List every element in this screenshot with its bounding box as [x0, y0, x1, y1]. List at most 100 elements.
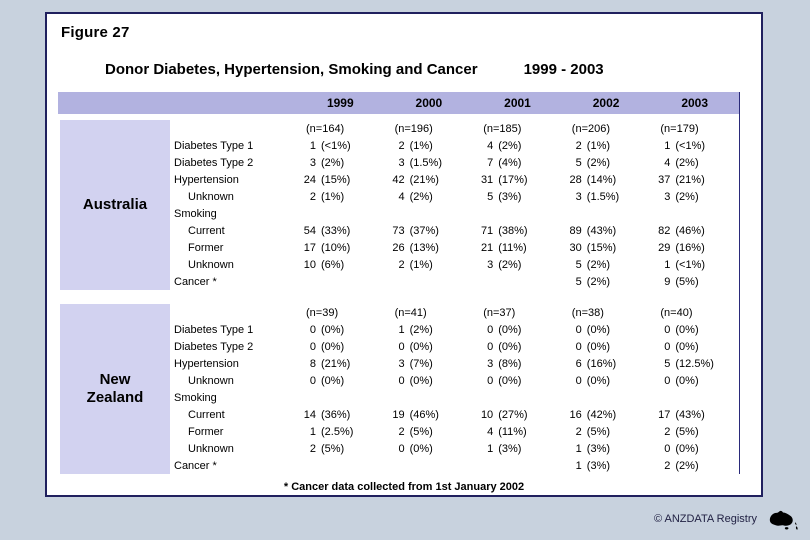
- value-cell: 3 (2%): [487, 258, 522, 271]
- value-cell: 3 (7%): [398, 357, 433, 370]
- year-header: 2000: [415, 96, 443, 110]
- value-cell: 9 (5%): [664, 275, 699, 288]
- value-cell: 5 (2%): [575, 258, 611, 271]
- value-cell: 5 (2%): [575, 275, 611, 288]
- value-cell: 17 (10%): [303, 241, 351, 254]
- value-cell: 7 (4%): [487, 156, 522, 169]
- n-value-cell: (n=38): [571, 306, 604, 319]
- value-cell: 16 (42%): [569, 408, 617, 421]
- value-cell: 0 (0%): [309, 340, 345, 353]
- table-row: Hypertension 8 (21%) 3 (7%) 3 (8%) 6 (16%) 5 (12.5…: [170, 355, 739, 372]
- value-cell: 1 (<1%): [309, 139, 351, 152]
- section-rows: (n=164) (n=196) (n=185) (n=206) (n=179) Diabe…: [170, 120, 739, 290]
- value-cell: 4 (2%): [664, 156, 699, 169]
- value-cell: 1 (3%): [487, 442, 522, 455]
- n-value-cell: (n=185): [483, 122, 522, 135]
- value-cell: 89 (43%): [569, 224, 617, 237]
- year-header: 2003: [681, 96, 709, 110]
- region-label-panel: New Zealand: [60, 304, 170, 474]
- value-cell: 2 (1%): [398, 258, 433, 271]
- value-cell: 26 (13%): [392, 241, 439, 254]
- value-cell: 6 (16%): [575, 357, 617, 370]
- region-section: New Zealand (n=39) (n=41) (n=37) (n=38) (n=40…: [58, 304, 739, 474]
- value-cell: 8 (21%): [309, 357, 351, 370]
- row-label: Diabetes Type 2: [174, 340, 254, 353]
- table-row: Diabetes Type 2 3 (2%) 3 (1.5%) 7 (4%) 5 (2%) 4 (2…: [170, 154, 739, 171]
- table-row: Former 17 (10%) 26 (13%) 21 (11%) 30 (15%) 29 (16%…: [170, 239, 739, 256]
- copyright-text: © ANZDATA Registry: [653, 513, 757, 525]
- value-cell: 10 (6%): [303, 258, 345, 271]
- value-cell: 2 (1%): [575, 139, 611, 152]
- value-cell: 4 (11%): [487, 425, 527, 438]
- value-cell: 1 (<1%): [664, 139, 706, 152]
- table-row: Current 14 (36%) 19 (46%) 10 (27%) 16 (42%) 17 (43…: [170, 406, 739, 423]
- value-cell: 0 (0%): [575, 374, 611, 387]
- value-cell: 2 (5%): [398, 425, 433, 438]
- region-label-panel: Australia: [60, 120, 170, 290]
- n-value-cell: (n=196): [394, 122, 433, 135]
- year-header: 2001: [504, 96, 531, 110]
- table-row: Current 54 (33%) 73 (37%) 71 (38%) 89 (43%) 82 (46…: [170, 222, 739, 239]
- row-label: Diabetes Type 1: [174, 323, 254, 336]
- value-cell: 0 (0%): [487, 340, 522, 353]
- table-sections: Australia (n=164) (n=196) (n=185) (n=206) (n=…: [58, 120, 739, 474]
- value-cell: 37 (21%): [658, 173, 705, 186]
- value-cell: 3 (8%): [487, 357, 522, 370]
- row-label: Unknown: [188, 442, 234, 455]
- row-label: Unknown: [188, 258, 234, 271]
- value-cell: 0 (0%): [575, 340, 611, 353]
- row-label: Cancer *: [174, 275, 217, 288]
- value-cell: 2 (1%): [309, 190, 345, 203]
- footnote: * Cancer data collected from 1st January…: [283, 481, 525, 493]
- value-cell: 0 (0%): [487, 374, 522, 387]
- figure-label: Figure 27: [61, 24, 130, 41]
- year-header-band: 1999 2000 2001 2002 2003: [58, 92, 739, 114]
- value-cell: 28 (14%): [569, 173, 617, 186]
- value-cell: 2 (5%): [664, 425, 699, 438]
- value-cell: 0 (0%): [487, 323, 522, 336]
- value-cell: 42 (21%): [392, 173, 439, 186]
- value-cell: 71 (38%): [480, 224, 528, 237]
- value-cell: 1 (3%): [575, 442, 611, 455]
- title-year-range: 1999 - 2003: [523, 61, 604, 78]
- table-row: Unknown 2 (5%) 0 (0%) 1 (3%) 1 (3%) 0 (0%): [170, 440, 739, 457]
- row-label: Former: [188, 425, 224, 438]
- value-cell: 0 (0%): [664, 323, 699, 336]
- value-cell: 1 (2.5%): [309, 425, 354, 438]
- table-row: Unknown 2 (1%) 4 (2%) 5 (3%) 3 (1.5%) 3 (2%): [170, 188, 739, 205]
- value-cell: 3 (1.5%): [398, 156, 442, 169]
- table-row: Diabetes Type 1 0 (0%) 1 (2%) 0 (0%) 0 (0%) 0 (0%): [170, 321, 739, 338]
- value-cell: 5 (3%): [487, 190, 522, 203]
- value-cell: 73 (37%): [392, 224, 439, 237]
- title-row: Donor Diabetes, Hypertension, Smoking an…: [105, 61, 761, 78]
- table-row: Cancer * 5 (2%) 9 (5%): [170, 273, 739, 290]
- n-row: (n=164) (n=196) (n=185) (n=206) (n=179): [170, 120, 739, 137]
- row-label: Current: [188, 408, 225, 421]
- value-cell: 1 (3%): [575, 459, 611, 472]
- value-cell: 2 (2%): [664, 459, 699, 472]
- value-cell: 4 (2%): [398, 190, 433, 203]
- value-cell: 2 (1%): [398, 139, 433, 152]
- n-value-cell: (n=206): [571, 122, 611, 135]
- row-label: Cancer *: [174, 459, 217, 472]
- value-cell: 82 (46%): [658, 224, 705, 237]
- value-cell: 0 (0%): [398, 442, 433, 455]
- value-cell: 0 (0%): [664, 340, 699, 353]
- section-rows: (n=39) (n=41) (n=37) (n=38) (n=40) Diabetes T…: [170, 304, 739, 474]
- table-row: Unknown 10 (6%) 2 (1%) 3 (2%) 5 (2%) 1 (<1%): [170, 256, 739, 273]
- n-row: (n=39) (n=41) (n=37) (n=38) (n=40): [170, 304, 739, 321]
- table-row: Hypertension 24 (15%) 42 (21%) 31 (17%) 28 (14%)…: [170, 171, 739, 188]
- value-cell: 3 (2%): [664, 190, 699, 203]
- australia-map-icon: [769, 510, 798, 530]
- row-label: Hypertension: [174, 173, 239, 186]
- value-cell: 19 (46%): [392, 408, 439, 421]
- value-cell: 17 (43%): [658, 408, 705, 421]
- value-cell: 0 (0%): [664, 442, 699, 455]
- value-cell: 54 (33%): [303, 224, 351, 237]
- table-row: Unknown 0 (0%) 0 (0%) 0 (0%) 0 (0%) 0 (0%): [170, 372, 739, 389]
- n-value-cell: (n=41): [394, 306, 427, 319]
- value-cell: 0 (0%): [398, 340, 433, 353]
- value-cell: 5 (12.5%): [664, 357, 714, 370]
- value-cell: 1 (<1%): [664, 258, 706, 271]
- value-cell: 0 (0%): [575, 323, 611, 336]
